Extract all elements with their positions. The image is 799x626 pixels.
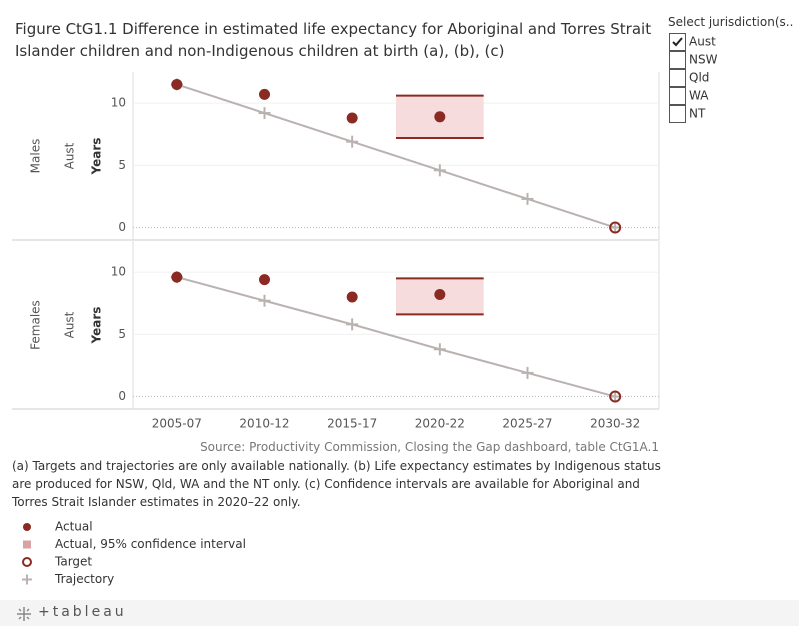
legend-label: Target [54,555,92,569]
filter-title: Select jurisdiction(s.. [668,15,794,29]
actual-point [259,88,270,100]
legend-marker [23,540,31,549]
filter-option[interactable]: NT [689,107,706,121]
y-tick-label: 5 [118,327,126,341]
checkbox[interactable] [669,105,686,123]
trajectory-marker [521,366,534,379]
trajectory-marker [258,107,271,120]
actual-point [171,271,183,283]
y-tick-label: 5 [118,158,126,172]
y-tick-label: 10 [111,265,126,279]
row-label: Females [29,300,43,350]
y-tick-label: 10 [111,96,126,110]
legend-label: Actual [55,520,93,534]
trajectory-marker [346,135,359,148]
region-label: Aust [63,311,77,338]
filter-option[interactable]: Qld [689,71,709,85]
trajectory-marker [433,164,446,177]
x-tick-label: 2020-22 [415,417,465,431]
y-axis-title: Years [90,307,104,345]
actual-point [434,289,446,301]
source: Source: Productivity Commission, Closing… [200,440,659,454]
checkbox[interactable] [669,51,686,69]
actual-point [259,274,270,286]
checkbox[interactable] [669,69,686,87]
x-tick-label: 2025-27 [502,417,552,431]
filter-option[interactable]: NSW [689,53,718,67]
logo-icon [17,607,31,621]
checkbox[interactable] [669,87,686,105]
trajectory-marker [521,192,534,205]
y-axis-title: Years [90,138,104,176]
x-tick-label: 2010-12 [239,417,289,431]
filter-option[interactable]: Aust [689,35,716,49]
actual-point [346,291,358,303]
checkmark [672,37,683,47]
trajectory-marker [346,318,359,331]
chart: Males Aust Years 0 5 10 Females Aust Years 0 5 10 20… [12,33,718,586]
legend-marker [23,523,31,531]
filter-option[interactable]: WA [689,89,709,103]
trajectory-line [176,276,616,398]
legend-marker [22,557,32,567]
actual-point [346,112,358,124]
actual-point [171,78,183,90]
legend-label: Trajectory [54,572,114,586]
x-tick-label: 2005-07 [152,417,202,431]
x-tick-label: 2015-17 [327,417,377,431]
y-tick-label: 0 [118,220,126,234]
region-label: Aust [63,142,77,169]
trajectory-marker [258,294,271,307]
trajectory-line [176,83,616,229]
actual-point [434,111,446,123]
row-label: Males [29,139,43,174]
target-point [609,221,622,234]
legend-label: Actual, 95% confidence interval [55,537,246,551]
logo[interactable]: +tableau [38,604,127,620]
trajectory-marker [433,343,446,356]
title: Figure CtG1.1 Difference in estimated li… [15,20,652,60]
footer: +tableau [0,600,799,626]
target-point [609,390,622,403]
x-tick-label: 2030-32 [590,417,640,431]
notes: (a) Targets and trajectories are only av… [12,459,661,509]
y-tick-label: 0 [118,389,126,403]
